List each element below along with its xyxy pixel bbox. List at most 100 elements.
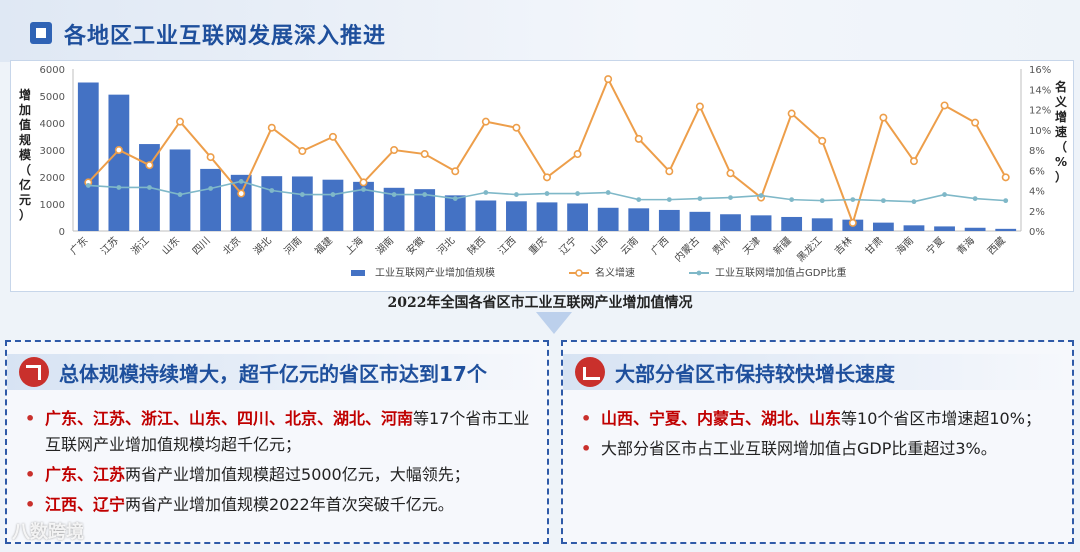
right-panel-heading-strip [563, 354, 1072, 390]
y-tick-left: 4000 [40, 119, 65, 130]
bar [934, 226, 955, 231]
bar [291, 176, 313, 231]
series-point [848, 218, 857, 227]
left-panel-item: • 广东、江苏两省产业增加值规模超过5000亿元，大幅领先； [23, 462, 537, 488]
bar [597, 207, 619, 231]
series-point [911, 199, 917, 205]
series-point [176, 117, 185, 126]
x-tick-label: 西藏 [985, 235, 1008, 258]
watermark: 八数跨境 [12, 522, 84, 543]
y-axis-title-right: 义 [1054, 94, 1068, 109]
right-panel-item-text: 等10个省区市增速超10%； [841, 409, 1041, 428]
left-panel-heading-strip [7, 354, 547, 390]
y-tick-left: 1000 [40, 200, 65, 211]
growth-chart-icon [575, 357, 605, 387]
y-axis-title-right: ） [1055, 169, 1067, 184]
chart-caption: 2022年全国各省区市工业互联网产业增加值情况 [387, 295, 693, 311]
bar [261, 176, 283, 231]
series-point [636, 197, 642, 203]
series-point [420, 150, 429, 159]
series-point [666, 197, 672, 203]
right-panel-item-highlight: 山西、宁夏、内蒙古、湖北、山东 [601, 409, 842, 428]
x-tick-label: 山东 [159, 234, 182, 257]
series-point [850, 197, 856, 203]
x-tick-label: 河北 [435, 235, 458, 258]
series-point [972, 196, 978, 202]
left-panel-item: • 江西、辽宁两省产业增加值规模2022年首次突破千亿元。 [23, 492, 537, 518]
x-tick-label: 吉林 [832, 234, 855, 257]
y-tick-right: 2% [1029, 207, 1045, 218]
series-point [879, 113, 888, 122]
x-tick-label: 新疆 [770, 234, 793, 257]
series-point [542, 173, 551, 182]
series-point [299, 192, 305, 197]
series-point [940, 101, 949, 110]
trend-up-icon [19, 357, 49, 387]
y-axis-title-right: 名 [1055, 79, 1067, 94]
series-point [819, 198, 825, 204]
bar [383, 187, 405, 231]
series-point [697, 196, 703, 202]
series-point [361, 187, 366, 192]
y-axis-title-left: 模 [19, 147, 32, 162]
y-tick-right: 14% [1029, 85, 1051, 96]
left-panel-list: • 广东、江苏、浙江、山东、四川、北京、湖北、河南等17个省市工业互联网产业增加值… [23, 406, 537, 522]
y-axis-title-right: 速 [1055, 124, 1067, 139]
legend-swatch [351, 270, 365, 276]
x-tick-label: 广东 [67, 234, 90, 257]
right-panel-item: • 大部分省区市占工业互联网增加值占GDP比重超过3%。 [579, 436, 1062, 462]
combo-chart: 6000 5000 4000 3000 2000 1000 0 16% 14% 12% 10% 8% 6… [18, 65, 1068, 279]
x-tick-label: 海南 [893, 234, 916, 257]
x-tick-label: 湖南 [373, 234, 396, 257]
left-panel-heading: 总体规模持续增大，超千亿元的省区市达到17个 [19, 354, 487, 390]
y-tick-left: 2000 [40, 173, 65, 184]
series-point [237, 189, 246, 198]
x-tick-label: 重庆 [526, 234, 549, 257]
y-tick-left: 5000 [40, 92, 65, 103]
series-point [359, 178, 368, 187]
series-point [177, 192, 183, 197]
legend-label: 工业互联网产业增加值规模 [375, 266, 495, 279]
left-panel-item-text: 两省产业增加值规模超过5000亿元，大幅领先； [125, 465, 470, 484]
series-point [85, 183, 91, 188]
x-tick-label: 北京 [220, 234, 243, 257]
y-axis-title-right: 增 [1055, 109, 1067, 124]
series-point [451, 167, 460, 176]
x-tick-label: 上海 [342, 234, 365, 257]
y-axis-title-left: 元 [19, 193, 31, 207]
bar [77, 82, 99, 231]
down-arrow-icon [536, 312, 572, 334]
series-point [116, 185, 122, 190]
y-axis-title-left: ） [19, 207, 31, 222]
bar [567, 203, 588, 231]
left-panel-item-highlight: 广东、江苏 [45, 465, 126, 484]
x-tick-label: 甘肃 [862, 234, 885, 257]
bar [628, 208, 650, 231]
y-axis-title-right: % [1055, 155, 1067, 169]
bar [872, 222, 894, 231]
series-point [267, 123, 276, 132]
series-line [87, 76, 1007, 227]
y-axis-title-left: 加 [18, 102, 31, 117]
bullet-icon: • [25, 495, 36, 514]
series-point [544, 191, 550, 196]
y-tick-right: 16% [1029, 65, 1051, 76]
series-point [573, 150, 582, 159]
y-tick-right: 8% [1029, 146, 1045, 157]
series-point [634, 134, 643, 143]
right-panel-item-text: 大部分省区市占工业互联网增加值占GDP比重超过3%。 [601, 439, 997, 458]
y-axis-title-left: 亿 [19, 177, 31, 192]
x-tick-label: 山西 [588, 235, 611, 258]
bar [720, 214, 741, 231]
right-panel-heading: 大部分省区市保持较快增长速度 [575, 354, 895, 390]
series-point [575, 191, 580, 196]
header-bar [0, 0, 1080, 62]
x-tick-label: 浙江 [129, 235, 152, 258]
x-tick-label: 四川 [191, 235, 213, 257]
bar [781, 216, 803, 231]
series-point [512, 123, 521, 132]
series-point [818, 136, 827, 145]
series-point [604, 75, 613, 84]
bar [750, 215, 772, 231]
series-point [298, 147, 307, 156]
